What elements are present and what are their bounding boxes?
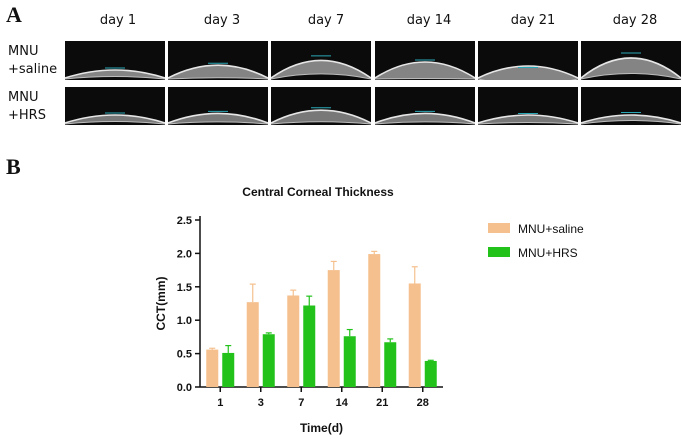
y-tick-label: 2.5 <box>177 215 192 227</box>
row-label-hrs: MNU +HRS <box>8 89 60 125</box>
y-tick-label: 0.5 <box>177 349 192 361</box>
day-label-14: day 14 <box>406 13 452 28</box>
legend-swatch-saline <box>488 223 510 233</box>
legend-swatch-hrs <box>488 247 510 257</box>
bar-saline-14 <box>327 270 340 387</box>
y-tick-label: 1.5 <box>177 282 192 294</box>
bar-hrs-7 <box>303 305 316 387</box>
oct-image <box>581 87 681 125</box>
chart-title: Central Corneal Thickness <box>242 185 394 199</box>
y-tick-label: 0.0 <box>177 382 192 394</box>
bar-hrs-3 <box>262 334 275 387</box>
bar-saline-28 <box>408 283 421 387</box>
panel-b-letter: B <box>6 154 21 179</box>
x-tick-label-1: 1 <box>217 397 223 409</box>
bar-chart: Central Corneal Thickness 0.0 0.5 1.0 1.5 2.0… <box>154 185 584 435</box>
bar-saline-1 <box>206 349 219 387</box>
day-label-28: day 28 <box>612 13 658 28</box>
legend-label-hrs: MNU+HRS <box>518 246 578 260</box>
y-tick-label: 1.0 <box>177 315 192 327</box>
oct-image <box>168 87 268 125</box>
x-tick-label-28: 28 <box>417 397 429 409</box>
bar-hrs-14 <box>343 336 356 387</box>
oct-image <box>375 41 475 80</box>
bar-hrs-1 <box>222 352 235 387</box>
row-label-hrs-line1: MNU <box>8 90 39 105</box>
day-label-1: day 1 <box>99 13 137 28</box>
x-tick-label-21: 21 <box>376 397 388 409</box>
bar-hrs-28 <box>424 360 437 387</box>
legend-label-saline: MNU+saline <box>518 222 584 236</box>
row-label-hrs-line2: +HRS <box>8 108 46 123</box>
row-label-saline-line1: MNU <box>8 44 39 59</box>
row-label-saline: MNU +saline <box>8 43 60 79</box>
y-axis-label: CCT(mm) <box>154 277 168 331</box>
bar-saline-21 <box>368 254 381 387</box>
day-label-7: day 7 <box>307 13 345 28</box>
x-tick-label-7: 7 <box>298 397 304 409</box>
day-label-21: day 21 <box>510 13 556 28</box>
panel-a-letter: A <box>6 2 22 27</box>
oct-image <box>65 87 165 125</box>
oct-image <box>65 41 165 80</box>
oct-image <box>581 41 681 80</box>
bar-saline-3 <box>246 302 259 387</box>
oct-image <box>478 41 578 80</box>
y-tick-label: 2.0 <box>177 248 192 260</box>
row-label-saline-line2: +saline <box>8 62 58 77</box>
oct-image <box>375 87 475 125</box>
oct-image <box>271 41 371 80</box>
oct-image <box>271 87 371 125</box>
bar-hrs-21 <box>384 342 397 387</box>
day-label-3: day 3 <box>203 13 241 28</box>
x-tick-label-3: 3 <box>258 397 264 409</box>
x-axis-label: Time(d) <box>300 421 343 435</box>
oct-image <box>478 87 578 125</box>
x-tick-label-14: 14 <box>336 397 349 409</box>
oct-image <box>168 41 268 80</box>
bar-saline-7 <box>287 295 300 387</box>
